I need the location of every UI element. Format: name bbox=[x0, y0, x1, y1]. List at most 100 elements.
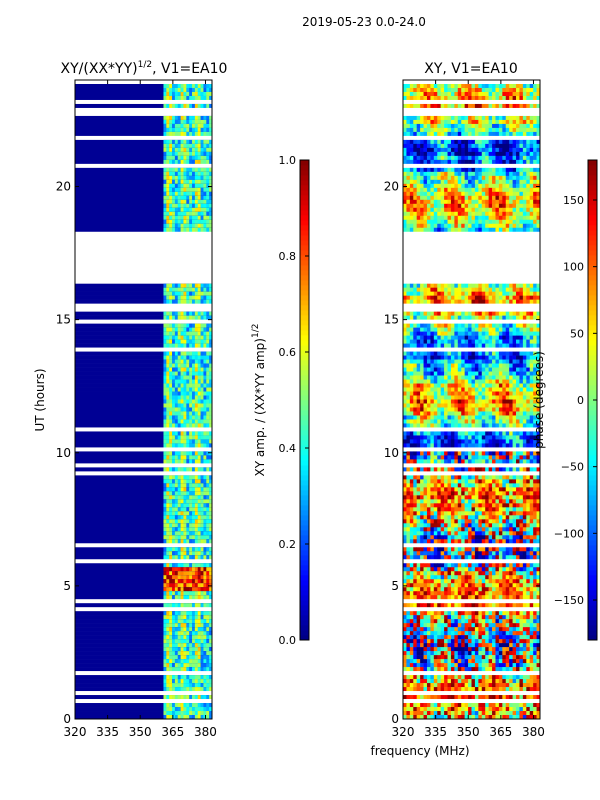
amplitude-cell bbox=[169, 403, 173, 408]
phase-cell bbox=[522, 83, 527, 89]
amplitude-cell bbox=[206, 167, 210, 173]
phase-cell bbox=[505, 407, 510, 412]
amplitude-cell bbox=[174, 635, 179, 640]
phase-cell bbox=[406, 339, 411, 344]
amplitude-cell bbox=[192, 151, 196, 157]
amplitude-cell bbox=[200, 95, 204, 101]
amplitude-cell bbox=[189, 515, 193, 520]
amplitude-cell bbox=[163, 583, 167, 588]
amplitude-cell bbox=[206, 175, 210, 181]
amplitude-row-background bbox=[75, 507, 212, 512]
phase-cell bbox=[498, 119, 503, 125]
amplitude-cell bbox=[166, 311, 170, 316]
amplitude-cell bbox=[194, 491, 199, 496]
phase-cell bbox=[519, 287, 524, 292]
amplitude-cell bbox=[177, 295, 181, 300]
colorbar-segment bbox=[300, 505, 309, 511]
phase-cell bbox=[433, 203, 438, 209]
amplitude-cell bbox=[192, 579, 196, 584]
phase-cell bbox=[533, 287, 537, 292]
amplitude-cell bbox=[189, 555, 193, 560]
phase-cell bbox=[468, 299, 472, 304]
phase-cell bbox=[498, 363, 503, 368]
phase-cell bbox=[447, 139, 452, 145]
phase-cell bbox=[403, 387, 407, 392]
amplitude-row-background bbox=[75, 199, 212, 205]
colorbar-segment bbox=[300, 470, 309, 476]
phase-cell bbox=[516, 115, 520, 121]
phase-cell bbox=[409, 87, 414, 93]
amplitude-cell bbox=[203, 207, 207, 213]
phase-cell bbox=[485, 115, 489, 121]
amplitude-cell bbox=[194, 635, 199, 640]
phase-cell bbox=[519, 363, 524, 368]
phase-cell bbox=[492, 415, 496, 420]
phase-cell bbox=[471, 223, 476, 229]
amplitude-cell bbox=[172, 547, 176, 552]
phase-cell bbox=[406, 95, 411, 101]
amplitude-cell bbox=[189, 455, 193, 460]
phase-cell bbox=[426, 391, 431, 396]
amplitude-cell bbox=[166, 651, 170, 656]
amplitude-cell bbox=[197, 387, 201, 392]
phase-cell bbox=[529, 83, 534, 89]
amplitude-cell bbox=[209, 663, 213, 668]
phase-cell bbox=[450, 387, 455, 392]
phase-cell bbox=[430, 131, 435, 137]
phase-cell bbox=[471, 119, 476, 125]
phase-cell bbox=[471, 363, 476, 368]
colorbar-segment bbox=[300, 475, 309, 481]
phase-cell bbox=[409, 147, 414, 153]
phase-cell bbox=[512, 143, 517, 149]
phase-cell bbox=[536, 387, 541, 392]
phase-cell bbox=[437, 115, 441, 121]
amplitude-cell bbox=[192, 299, 196, 304]
phase-cell bbox=[512, 295, 517, 300]
amplitude-cell bbox=[172, 143, 176, 149]
amplitude-cell bbox=[177, 195, 181, 201]
amplitude-cell bbox=[206, 123, 210, 129]
phase-cell bbox=[481, 335, 486, 340]
amplitude-cell bbox=[186, 539, 190, 544]
amplitude-cell bbox=[197, 131, 201, 137]
phase-cell bbox=[529, 375, 534, 380]
amplitude-cell bbox=[194, 115, 199, 121]
amplitude-cell bbox=[200, 91, 204, 97]
amplitude-flagged-row bbox=[75, 699, 212, 704]
amplitude-cell bbox=[203, 479, 207, 484]
phase-cell bbox=[481, 199, 486, 205]
phase-cell bbox=[471, 159, 476, 165]
amplitude-cell bbox=[174, 483, 179, 488]
amplitude-cell bbox=[197, 659, 201, 664]
amplitude-cell bbox=[174, 535, 179, 540]
amplitude-cell bbox=[194, 331, 199, 336]
phase-cell bbox=[416, 139, 421, 145]
phase-cell bbox=[481, 311, 486, 316]
amplitude-cell bbox=[172, 399, 176, 404]
amplitude-cell bbox=[186, 315, 190, 320]
amplitude-cell bbox=[177, 95, 181, 101]
amplitude-cell bbox=[174, 587, 179, 592]
amplitude-cell bbox=[203, 419, 207, 424]
amplitude-cell bbox=[189, 167, 193, 173]
amplitude-cell bbox=[177, 375, 181, 380]
amplitude-cell bbox=[169, 459, 173, 464]
phase-cell bbox=[471, 103, 476, 109]
amplitude-cell bbox=[169, 575, 173, 580]
phase-cell bbox=[495, 295, 500, 300]
phase-cell bbox=[468, 295, 472, 300]
amplitude-cell bbox=[192, 451, 196, 456]
amplitude-cell bbox=[189, 707, 193, 712]
amplitude-cell bbox=[192, 683, 196, 688]
phase-cell bbox=[416, 291, 421, 296]
phase-cell bbox=[529, 195, 534, 201]
amplitude-cell bbox=[209, 151, 213, 157]
phase-cell bbox=[533, 191, 537, 197]
phase-cell bbox=[440, 195, 445, 201]
amplitude-cell bbox=[189, 579, 193, 584]
amplitude-cell bbox=[183, 351, 187, 356]
colorbar-segment bbox=[300, 465, 309, 471]
phase-cell bbox=[502, 315, 507, 320]
colorbar-segment bbox=[300, 335, 309, 341]
amplitude-cell bbox=[206, 131, 210, 137]
